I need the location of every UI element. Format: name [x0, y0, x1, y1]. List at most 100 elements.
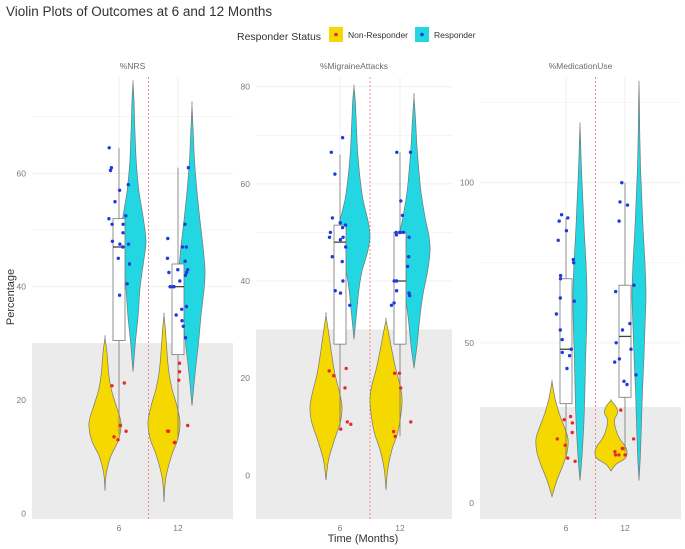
- point-non-responder: [613, 450, 617, 454]
- point-responder: [110, 222, 114, 226]
- y-tick-label: 20: [241, 373, 251, 383]
- point-responder: [180, 319, 184, 323]
- box-iqr: [618, 284, 632, 398]
- point-non-responder: [393, 434, 397, 439]
- point-responder: [629, 347, 633, 351]
- point-non-responder: [392, 371, 397, 375]
- point-non-responder: [617, 453, 621, 457]
- point-responder: [180, 307, 184, 311]
- point-non-responder: [566, 456, 570, 460]
- point-responder: [614, 341, 618, 345]
- point-responder: [620, 328, 625, 332]
- point-non-responder: [166, 429, 171, 433]
- point-non-responder: [555, 437, 559, 441]
- point-non-responder: [327, 369, 331, 373]
- point-responder: [184, 245, 188, 249]
- point-responder: [127, 262, 132, 266]
- point-responder: [558, 328, 562, 332]
- point-non-responder: [124, 429, 128, 433]
- point-non-responder: [613, 453, 618, 457]
- y-tick-label: 80: [241, 82, 251, 92]
- point-responder: [408, 293, 412, 298]
- point-responder: [625, 203, 630, 207]
- point-responder: [559, 213, 564, 217]
- x-tick-label: 12: [395, 523, 405, 533]
- point-responder: [408, 150, 413, 154]
- point-responder: [344, 245, 348, 249]
- point-responder: [617, 219, 621, 223]
- point-responder: [340, 259, 344, 264]
- y-tick-label: 100: [460, 178, 474, 188]
- point-non-responder: [345, 420, 349, 424]
- point-non-responder: [570, 421, 575, 425]
- point-responder: [167, 270, 171, 275]
- point-responder: [564, 229, 569, 233]
- x-axis-title: Time (Months): [328, 533, 399, 545]
- point-non-responder: [116, 438, 120, 442]
- x-tick-label: 12: [173, 523, 183, 533]
- point-responder: [117, 293, 122, 297]
- point-responder: [407, 235, 411, 239]
- point-responder: [399, 199, 403, 203]
- violin-responder: [572, 122, 588, 481]
- point-non-responder: [631, 437, 636, 441]
- point-responder: [116, 256, 121, 260]
- point-responder: [620, 181, 624, 185]
- point-responder: [110, 239, 115, 243]
- point-responder: [113, 200, 117, 204]
- point-responder: [394, 233, 399, 237]
- point-responder: [166, 236, 170, 241]
- point-responder: [330, 255, 334, 259]
- point-responder: [340, 136, 345, 140]
- point-responder: [181, 324, 185, 328]
- legend-entry-responder: Responder: [415, 27, 476, 42]
- point-responder: [401, 230, 406, 235]
- point-responder: [566, 216, 570, 220]
- point-responder: [184, 304, 189, 309]
- point-responder: [338, 221, 342, 225]
- legend-title: Responder Status: [237, 31, 321, 43]
- point-responder: [165, 256, 170, 260]
- point-non-responder: [573, 459, 577, 463]
- point-responder: [126, 183, 130, 187]
- point-responder: [400, 213, 405, 218]
- point-responder: [117, 188, 122, 192]
- point-responder: [560, 337, 564, 342]
- point-non-responder: [332, 374, 336, 378]
- point-responder: [560, 350, 564, 355]
- point-responder: [176, 268, 180, 272]
- box-iqr: [333, 224, 347, 345]
- y-tick-label: 0: [21, 508, 26, 518]
- point-non-responder: [399, 386, 403, 390]
- point-responder: [341, 235, 345, 239]
- point-responder: [107, 217, 111, 221]
- point-responder: [565, 366, 569, 371]
- point-responder: [333, 172, 337, 176]
- point-responder: [613, 360, 617, 364]
- point-non-responder: [568, 414, 573, 419]
- point-responder: [126, 242, 131, 246]
- point-responder: [172, 285, 176, 289]
- point-non-responder: [177, 361, 182, 365]
- point-responder: [407, 255, 411, 259]
- point-responder: [618, 200, 622, 204]
- point-responder: [186, 268, 190, 272]
- point-responder: [394, 230, 398, 235]
- box-iqr: [393, 232, 407, 345]
- point-responder: [343, 223, 348, 227]
- y-axis-title: Percentage: [5, 269, 17, 325]
- point-responder: [632, 283, 636, 287]
- panel-strip-label: %NRS: [120, 61, 146, 71]
- point-responder: [617, 357, 622, 361]
- y-tick-label: 0: [469, 498, 474, 508]
- violin-non-responder: [88, 335, 122, 491]
- point-responder: [572, 299, 576, 303]
- point-non-responder: [562, 418, 566, 422]
- violin-non-responder: [147, 312, 181, 503]
- panel-1: %MigraineAttacks 0 20 40 60 80 6 12: [241, 61, 452, 533]
- panel-strip-label: %MedicationUse: [549, 61, 613, 71]
- point-responder: [389, 303, 394, 307]
- point-responder: [341, 279, 345, 283]
- point-non-responder: [397, 371, 402, 375]
